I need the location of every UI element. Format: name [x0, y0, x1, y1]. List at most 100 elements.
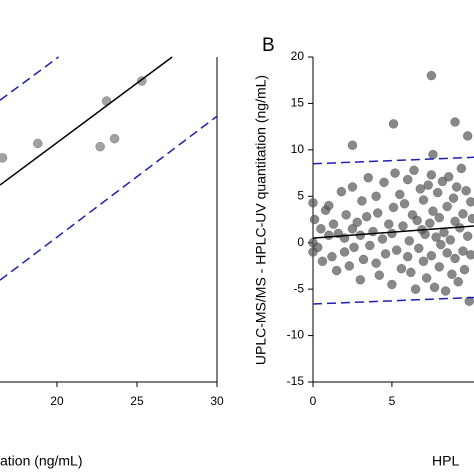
point	[363, 172, 373, 183]
point	[453, 276, 463, 287]
point	[327, 251, 337, 262]
point	[428, 206, 438, 216]
x-tick-label: 20	[50, 394, 64, 408]
point	[434, 262, 445, 272]
point	[420, 229, 430, 240]
point	[33, 138, 43, 149]
regression-line	[0, 56, 173, 186]
point	[436, 239, 446, 250]
point	[380, 249, 391, 259]
point	[466, 197, 474, 207]
point	[308, 198, 318, 208]
x-axis-label: ation (ng/mL)	[0, 453, 82, 469]
point	[349, 242, 359, 253]
point	[355, 275, 366, 285]
point	[109, 133, 120, 144]
y-tick-label: -15	[287, 374, 305, 388]
point	[399, 198, 410, 209]
point	[423, 180, 433, 190]
point	[324, 200, 334, 211]
point	[415, 184, 426, 194]
point	[429, 282, 440, 293]
point	[428, 149, 438, 160]
point	[390, 168, 400, 178]
y-tick-label: 5	[297, 188, 304, 202]
point	[317, 256, 328, 267]
regression-line	[312, 225, 474, 239]
y-axis-label: UPLC-MS/MS - HPLC-UV quantitation (ng/mL…	[253, 75, 269, 365]
point	[309, 214, 320, 225]
point	[448, 193, 459, 203]
point	[458, 209, 468, 219]
point	[347, 224, 358, 234]
point	[379, 177, 389, 188]
x-tick-label: 30	[210, 394, 224, 408]
point	[425, 218, 435, 228]
point	[450, 216, 460, 227]
point	[368, 226, 378, 237]
limit-line	[312, 296, 474, 305]
y-tick-label: -5	[293, 281, 304, 295]
point	[387, 228, 397, 239]
point	[418, 256, 429, 267]
point	[404, 236, 415, 246]
y-tick-label: -10	[287, 328, 305, 342]
point	[462, 231, 473, 241]
point	[431, 232, 441, 242]
y-tick-label: 15	[291, 96, 305, 110]
point	[341, 210, 351, 220]
point	[451, 182, 462, 192]
point	[414, 243, 424, 254]
point	[377, 234, 388, 244]
point	[339, 247, 350, 257]
point	[442, 248, 452, 258]
y-tick-label: 10	[291, 142, 305, 156]
point	[421, 273, 432, 283]
x-tick-label: 5	[389, 394, 396, 408]
point	[458, 246, 468, 256]
point	[388, 202, 399, 213]
point	[374, 270, 385, 280]
point	[352, 217, 362, 228]
panel-label: B	[262, 35, 275, 56]
point	[371, 191, 381, 202]
point	[426, 170, 437, 180]
y-tick-label: 20	[291, 49, 305, 63]
point	[387, 279, 397, 290]
point	[388, 119, 399, 129]
point	[445, 235, 456, 245]
x-axis-label: HPL	[432, 453, 459, 469]
point	[439, 227, 449, 238]
point	[365, 240, 375, 251]
point	[398, 221, 408, 231]
point	[391, 245, 402, 255]
point	[426, 250, 437, 261]
point	[396, 263, 407, 274]
point	[447, 269, 457, 280]
point	[434, 212, 445, 223]
x-tick-label: 0	[310, 394, 317, 408]
point	[324, 230, 334, 241]
point	[402, 251, 413, 262]
point	[450, 253, 460, 264]
point	[347, 140, 358, 150]
point	[412, 215, 422, 226]
point	[409, 165, 419, 176]
point	[450, 117, 460, 127]
point	[459, 264, 470, 275]
point	[312, 242, 323, 253]
point	[410, 284, 421, 294]
y-tick-label: 0	[297, 235, 304, 249]
point	[336, 186, 347, 197]
point	[443, 172, 454, 182]
point	[361, 211, 372, 222]
point	[402, 174, 413, 185]
point	[357, 196, 367, 206]
point	[316, 224, 326, 234]
point	[344, 261, 355, 271]
point	[440, 286, 451, 296]
point	[95, 141, 105, 152]
point	[462, 131, 473, 141]
point	[406, 267, 416, 278]
